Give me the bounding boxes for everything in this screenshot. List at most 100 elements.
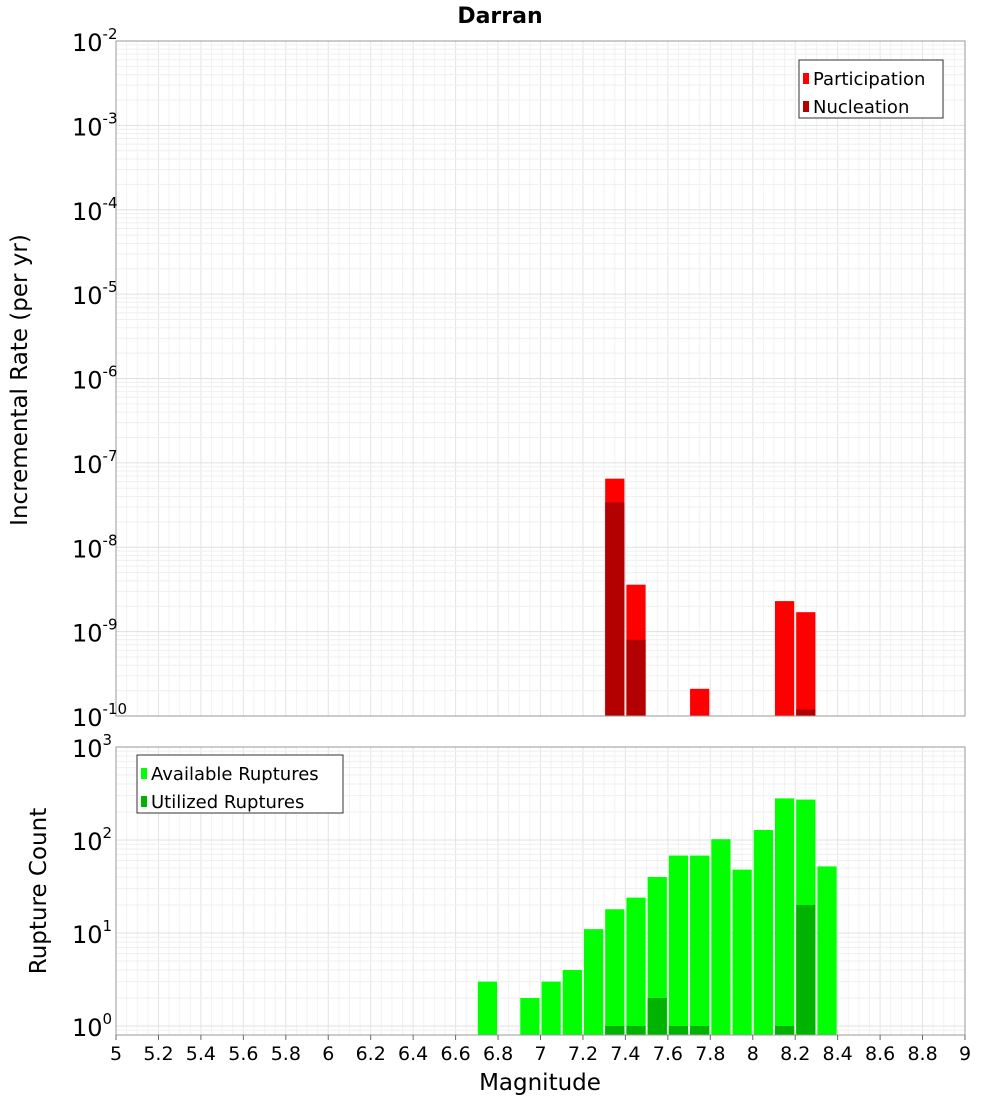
tick-exponent: 0	[103, 1010, 113, 1028]
top-panel-y-tick-label: 10-4	[72, 194, 118, 226]
legend-label: Participation	[813, 69, 925, 90]
legend-swatch	[141, 768, 147, 779]
top-panel-bars	[605, 478, 816, 716]
bottom-panel-bar-available-ruptures	[774, 798, 795, 1035]
tick-exponent: -4	[103, 194, 118, 212]
legend-label: Nucleation	[813, 97, 909, 118]
legend-label: Utilized Ruptures	[151, 792, 304, 813]
top-panel-y-tick-label: 10-5	[72, 278, 118, 310]
top-panel-bar-nucleation	[626, 639, 646, 716]
tick-exponent: 1	[103, 917, 113, 935]
x-tick-label: 7.8	[695, 1043, 725, 1065]
top-panel-grid	[115, 40, 966, 717]
x-tick-label: 8	[747, 1043, 759, 1065]
legend-swatch	[141, 796, 147, 807]
top-panel-bar-participation	[690, 688, 710, 716]
bottom-panel-y-tick-label: 102	[72, 824, 112, 856]
tick-exponent: 2	[103, 824, 113, 842]
bottom-panel-bar-available-ruptures	[753, 830, 773, 1035]
x-tick-label: 8.4	[823, 1043, 853, 1065]
bottom-panel-bar-available-ruptures	[626, 897, 646, 1035]
top-panel-y-tick-label: 10-8	[72, 531, 118, 563]
bottom-panel-bar-utilized-ruptures	[626, 1025, 646, 1035]
bottom-panel-bar-available-ruptures	[690, 855, 710, 1035]
bottom-panel-bar-available-ruptures	[562, 969, 582, 1035]
x-tick-label: 5.2	[143, 1043, 173, 1065]
x-tick-label: 8.8	[907, 1043, 937, 1065]
bottom-panel-y-tick-label: 101	[72, 917, 112, 949]
x-tick-label: 5.4	[186, 1043, 216, 1065]
tick-base: 10	[72, 921, 103, 949]
legend-label: Available Ruptures	[151, 764, 319, 785]
bottom-panel-y-tick-label: 100	[72, 1010, 112, 1042]
top-panel-y-tick-label: 10-10	[72, 700, 127, 732]
top-panel-y-tick-label: 10-3	[72, 109, 118, 141]
x-tick-label: 6.2	[356, 1043, 386, 1065]
x-tick-label: 5.6	[228, 1043, 258, 1065]
tick-exponent: -3	[103, 109, 118, 127]
x-tick-label: 6.6	[440, 1043, 470, 1065]
x-tick-label: 7.2	[568, 1043, 598, 1065]
chart-title: Darran	[457, 4, 542, 29]
bottom-panel-bar-available-ruptures	[668, 855, 689, 1035]
bottom-panel-bar-utilized-ruptures	[796, 904, 816, 1035]
tick-exponent: -10	[103, 700, 128, 718]
bottom-panel-bar-available-ruptures	[732, 869, 752, 1035]
tick-exponent: -7	[103, 447, 118, 465]
top-panel-y-tick-label: 10-7	[72, 447, 118, 479]
top-panel-legend: Participation Nucleation	[798, 59, 944, 119]
bottom-panel-bar-available-ruptures	[541, 981, 561, 1035]
top-y-axis-label: Incremental Rate (per yr)	[7, 234, 33, 526]
x-axis-label: Magnitude	[479, 1070, 601, 1096]
x-tick-label: 8.2	[780, 1043, 810, 1065]
tick-base: 10	[72, 620, 103, 648]
bottom-panel-bar-available-ruptures	[817, 866, 837, 1035]
tick-exponent: -5	[103, 278, 118, 296]
tick-base: 10	[72, 735, 103, 763]
tick-base: 10	[72, 198, 103, 226]
x-tick-label: 5	[110, 1043, 122, 1065]
tick-base: 10	[72, 451, 103, 479]
x-tick-label: 7	[534, 1043, 546, 1065]
tick-base: 10	[72, 367, 103, 395]
top-panel-y-tick-label: 10-2	[72, 25, 118, 57]
tick-base: 10	[72, 282, 103, 310]
bottom-panel-bar-available-ruptures	[605, 909, 625, 1035]
bottom-panel-y-tick-label: 103	[72, 731, 112, 763]
bottom-panel-bar-available-ruptures	[711, 839, 731, 1035]
tick-base: 10	[72, 828, 103, 856]
x-tick-label: 6.4	[398, 1043, 428, 1065]
bottom-panel-bar-available-ruptures	[477, 981, 498, 1035]
x-tick-label: 7.4	[610, 1043, 640, 1065]
tick-exponent: 3	[103, 731, 113, 749]
tick-exponent: -8	[103, 531, 118, 549]
x-tick-label: 8.6	[865, 1043, 895, 1065]
top-plot-frame	[115, 40, 966, 717]
bottom-panel-bar-utilized-ruptures	[690, 1025, 710, 1035]
bottom-panel-bar-utilized-ruptures	[647, 997, 667, 1035]
x-tick-label: 5.8	[271, 1043, 301, 1065]
bottom-panel-bar-utilized-ruptures	[605, 1025, 625, 1035]
top-panel-bar-participation	[796, 612, 816, 716]
top-panel-y-tick-label: 10-6	[72, 363, 118, 395]
x-tick-label: 6	[322, 1043, 334, 1065]
bottom-panel-bar-available-ruptures	[583, 929, 604, 1035]
bottom-y-axis-label: Rupture Count	[26, 808, 52, 974]
legend-swatch	[803, 73, 809, 84]
legend-swatch	[803, 101, 809, 112]
tick-base: 10	[72, 535, 103, 563]
top-panel-bar-nucleation	[605, 502, 625, 716]
bottom-panel-bar-available-ruptures	[647, 877, 667, 1035]
bottom-panel-bar-utilized-ruptures	[668, 1025, 689, 1035]
x-tick-label: 9	[959, 1043, 971, 1065]
tick-exponent: -6	[103, 363, 118, 381]
tick-base: 10	[72, 29, 103, 57]
tick-exponent: -9	[103, 616, 118, 634]
x-tick-label: 7.6	[653, 1043, 683, 1065]
tick-base: 10	[72, 704, 103, 732]
top-panel-bar-participation	[774, 601, 795, 716]
bottom-panel-bar-utilized-ruptures	[774, 1025, 795, 1035]
bottom-panel-legend: Available Ruptures Utilized Ruptures	[136, 754, 344, 814]
bottom-panel-bars	[477, 798, 837, 1035]
